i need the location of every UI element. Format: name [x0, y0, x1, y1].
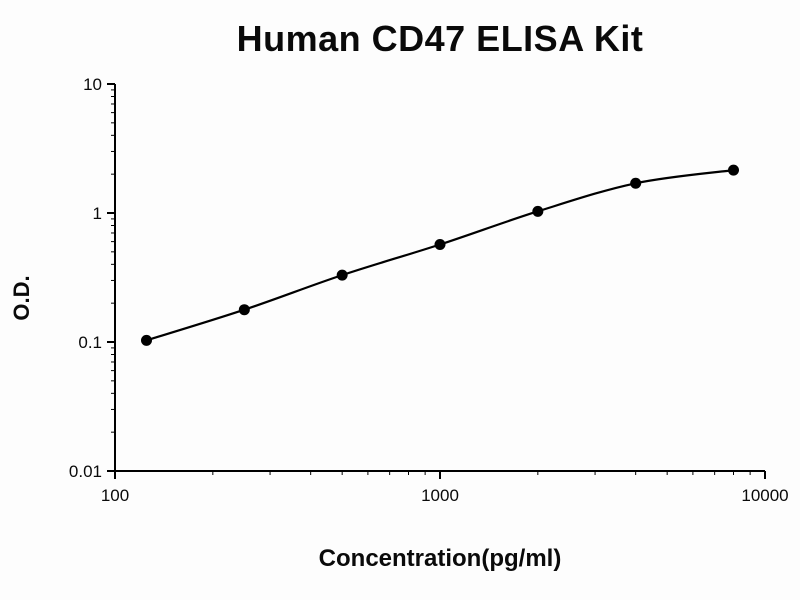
y-tick-label: 0.1 — [78, 333, 102, 352]
data-point-marker — [532, 205, 544, 217]
y-tick-label: 1 — [93, 204, 102, 223]
x-tick-label: 10000 — [741, 486, 788, 505]
data-point-marker — [434, 238, 446, 250]
y-tick-label: 0.01 — [69, 462, 102, 481]
data-point-marker — [140, 334, 152, 346]
data-point-marker — [728, 164, 740, 176]
y-tick-label: 10 — [83, 75, 102, 94]
chart-title: Human CD47 ELISA Kit — [236, 18, 644, 59]
data-point-marker — [336, 269, 348, 281]
x-tick-label: 1000 — [421, 486, 459, 505]
standard-curve-line — [146, 169, 734, 342]
x-tick-label: 100 — [101, 486, 129, 505]
x-axis-title: Concentration(pg/ml) — [318, 545, 562, 572]
data-point-marker — [238, 304, 250, 316]
data-point-marker — [630, 177, 642, 189]
